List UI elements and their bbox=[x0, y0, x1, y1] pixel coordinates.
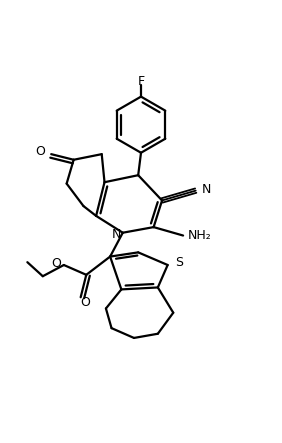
Text: S: S bbox=[175, 256, 183, 269]
Text: O: O bbox=[36, 145, 45, 158]
Text: F: F bbox=[137, 75, 145, 88]
Text: O: O bbox=[52, 257, 61, 270]
Text: N: N bbox=[112, 228, 121, 241]
Text: N: N bbox=[202, 183, 211, 196]
Text: NH₂: NH₂ bbox=[188, 229, 212, 242]
Text: O: O bbox=[80, 296, 90, 309]
